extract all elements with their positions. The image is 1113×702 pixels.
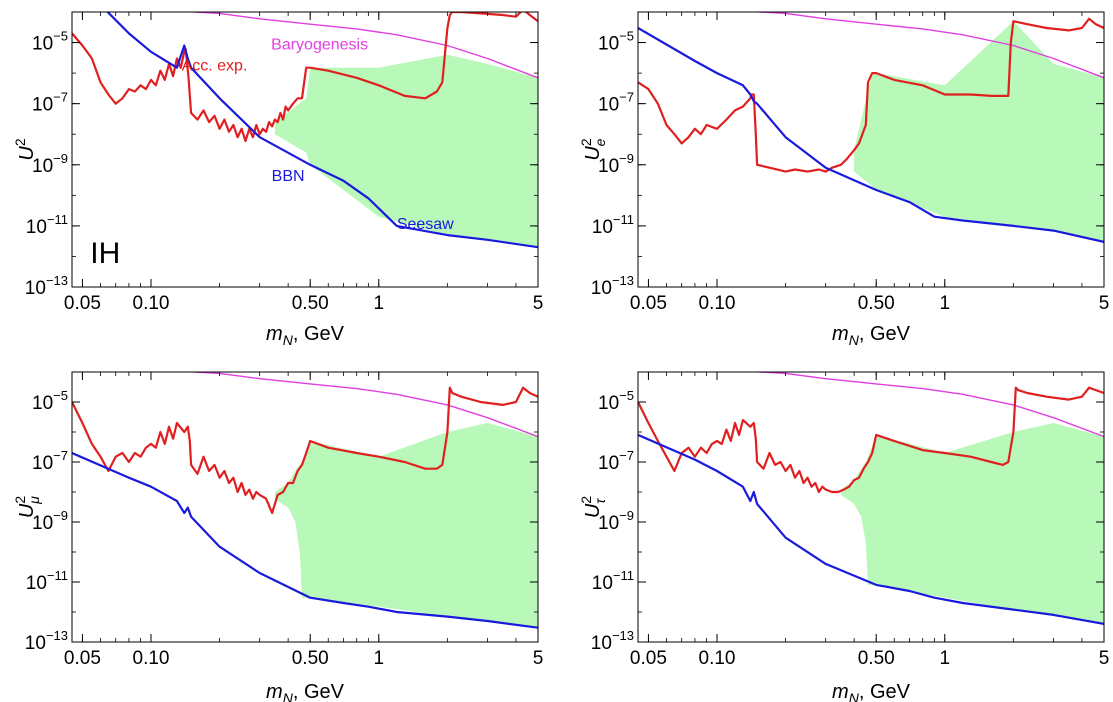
y-tick-label: 10−13 bbox=[591, 273, 634, 299]
x-axis-label: mN, GeV bbox=[832, 323, 911, 348]
y-tick-label: 10−7 bbox=[32, 90, 68, 116]
plot-frame bbox=[71, 371, 539, 643]
x-tick-label: 0.10 bbox=[699, 293, 736, 314]
x-tick-label: 0.05 bbox=[64, 293, 101, 314]
y-tick-label: 10−11 bbox=[592, 212, 634, 238]
y-tick-label: 10−5 bbox=[32, 29, 68, 55]
accelerator-curve bbox=[638, 386, 1104, 494]
y-tick-label: 10−5 bbox=[598, 388, 634, 414]
x-axis-label: mN, GeV bbox=[266, 681, 345, 702]
y-axis-label: U2 bbox=[12, 138, 38, 160]
x-tick-label: 1 bbox=[939, 648, 950, 669]
y-tick-label: 10−9 bbox=[32, 508, 68, 534]
x-tick-label: 0.05 bbox=[64, 648, 101, 669]
y-tick-label: 10−13 bbox=[25, 273, 68, 299]
bbn-seesaw-curve bbox=[106, 12, 538, 249]
x-tick-label: 1 bbox=[373, 648, 384, 669]
plot-area bbox=[638, 372, 1104, 625]
x-tick-label: 1 bbox=[939, 293, 950, 314]
plot-area bbox=[72, 12, 538, 249]
bbn-seesaw-curve bbox=[72, 451, 538, 629]
accelerator-curve bbox=[72, 12, 538, 143]
y-tick-label: 10−5 bbox=[598, 29, 634, 55]
x-tick-label: 0.05 bbox=[630, 648, 667, 669]
baryogenesis-curve bbox=[181, 372, 538, 438]
y-tick-label: 10−13 bbox=[25, 628, 68, 654]
bbn-seesaw-curve bbox=[638, 27, 1104, 243]
x-tick-label: 0.50 bbox=[292, 648, 329, 669]
x-tick-label: 5 bbox=[533, 648, 544, 669]
y-tick-label: 10−7 bbox=[598, 448, 634, 474]
accelerator-curve bbox=[638, 17, 1104, 173]
y-tick-label: 10−13 bbox=[591, 628, 634, 654]
x-tick-label: 0.05 bbox=[630, 293, 667, 314]
x-tick-label: 0.10 bbox=[133, 293, 170, 314]
x-tick-label: 0.10 bbox=[133, 648, 170, 669]
x-tick-label: 5 bbox=[1099, 648, 1110, 669]
plot-frame bbox=[637, 11, 1105, 288]
annotation-label: Baryogenesis bbox=[271, 36, 368, 53]
panel-Utau2: 0.05 0.10 0.50 1 5 10−5 10−7 10−9 10−11 10−13 mN, … bbox=[578, 371, 1110, 702]
plot-area bbox=[72, 372, 538, 629]
x-axis-label: mN, GeV bbox=[832, 681, 911, 702]
plot-frame bbox=[637, 371, 1105, 643]
accelerator-curve bbox=[72, 386, 538, 515]
y-tick-label: 10−9 bbox=[32, 151, 68, 177]
x-axis-label: mN, GeV bbox=[266, 323, 345, 348]
baryogenesis-curve bbox=[747, 372, 1104, 438]
panel-Umu2: 0.05 0.10 0.50 1 5 10−5 10−7 10−9 10−11 10−13 mN, … bbox=[12, 371, 544, 702]
plot-frame bbox=[71, 11, 539, 288]
y-tick-label: 10−11 bbox=[26, 212, 68, 238]
bbn-seesaw-curve bbox=[638, 433, 1104, 625]
annotation-label: BBN bbox=[272, 168, 305, 185]
y-tick-label: 10−11 bbox=[592, 568, 634, 594]
allowed-region-fill bbox=[274, 54, 538, 248]
allowed-region-fill bbox=[854, 21, 1104, 242]
x-tick-label: 5 bbox=[1099, 293, 1110, 314]
x-tick-label: 0.10 bbox=[699, 648, 736, 669]
panel-Ue2: 0.05 0.10 0.50 1 5 10−5 10−7 10−9 10−11 10−13 mN, … bbox=[578, 11, 1110, 348]
y-axis-label: U2μ bbox=[12, 496, 42, 518]
y-axis-label: U2e bbox=[578, 138, 608, 160]
x-tick-label: 1 bbox=[373, 293, 384, 314]
y-tick-label: 10−11 bbox=[26, 568, 68, 594]
y-tick-label: 10−9 bbox=[598, 508, 634, 534]
plot-area bbox=[638, 12, 1104, 243]
annotation-label: IH bbox=[90, 237, 120, 270]
allowed-region-fill bbox=[840, 423, 1104, 624]
x-tick-label: 0.50 bbox=[858, 293, 895, 314]
y-axis-label: U2τ bbox=[578, 496, 608, 518]
y-tick-label: 10−7 bbox=[32, 448, 68, 474]
allowed-region-fill bbox=[274, 423, 538, 628]
y-tick-label: 10−7 bbox=[598, 90, 634, 116]
x-tick-label: 5 bbox=[533, 293, 544, 314]
baryogenesis-curve bbox=[181, 12, 538, 79]
y-tick-label: 10−9 bbox=[598, 151, 634, 177]
annotation-label: Seesaw bbox=[397, 216, 454, 233]
baryogenesis-curve bbox=[747, 12, 1104, 79]
y-tick-label: 10−5 bbox=[32, 388, 68, 414]
x-tick-label: 0.50 bbox=[292, 293, 329, 314]
x-tick-label: 0.50 bbox=[858, 648, 895, 669]
annotation-label: Acc. exp. bbox=[182, 58, 248, 75]
panel-U2: 0.05 0.10 0.50 1 5 10−5 10−7 10−9 10−11 10−13 mN, … bbox=[12, 11, 544, 348]
